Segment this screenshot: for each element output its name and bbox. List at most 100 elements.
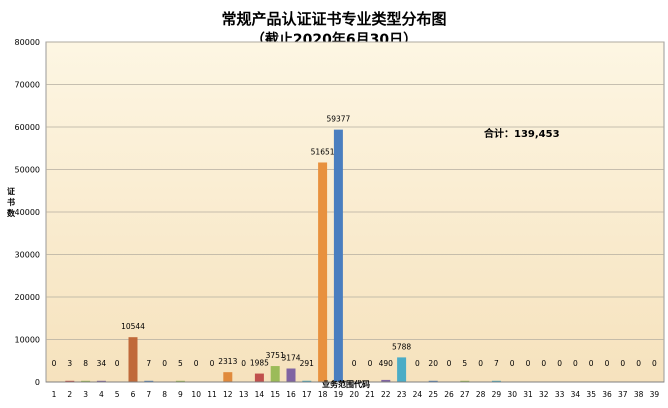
y-tick-label: 0 bbox=[35, 378, 40, 387]
x-tick-label-17: 17 bbox=[302, 390, 312, 399]
x-tick-label-8: 8 bbox=[162, 390, 167, 399]
x-tick-label-38: 38 bbox=[634, 390, 644, 399]
data-label-18: 51651 bbox=[311, 147, 335, 156]
data-label-19: 59377 bbox=[326, 115, 350, 124]
y-tick-label: 10000 bbox=[15, 336, 40, 345]
x-tick-label-7: 7 bbox=[146, 390, 151, 399]
x-tick-label-14: 14 bbox=[255, 390, 265, 399]
data-label-28: 0 bbox=[478, 359, 483, 368]
data-label-7: 7 bbox=[146, 359, 151, 368]
bar-17 bbox=[302, 380, 312, 382]
x-tick-label-19: 19 bbox=[334, 390, 344, 399]
y-tick-label: 50000 bbox=[15, 166, 40, 175]
data-label-4: 34 bbox=[97, 359, 107, 368]
x-tick-label-12: 12 bbox=[223, 390, 233, 399]
bar-23 bbox=[397, 357, 407, 382]
x-tick-label-23: 23 bbox=[397, 390, 407, 399]
x-axis-ticks: 1 2 3 4 5 6 7 8 9 10 11 12 13 14 15 16 17 18 19 20 21 22 23 24 2… bbox=[52, 390, 660, 399]
data-label-36: 0 bbox=[605, 359, 610, 368]
y-tick-label: 60000 bbox=[15, 123, 40, 132]
x-tick-label-26: 26 bbox=[444, 390, 454, 399]
bars bbox=[65, 129, 501, 382]
bar-22 bbox=[381, 379, 391, 382]
gridlines bbox=[46, 41, 664, 340]
x-tick-label-32: 32 bbox=[539, 390, 549, 399]
data-label-15: 3751 bbox=[266, 351, 285, 360]
svg-text:证书数: 证书数 bbox=[7, 186, 16, 218]
data-label-33: 0 bbox=[557, 359, 562, 368]
x-tick-label-31: 31 bbox=[523, 390, 533, 399]
data-label-14: 1985 bbox=[250, 359, 269, 368]
data-label-2: 3 bbox=[67, 359, 72, 368]
data-label-38: 0 bbox=[636, 359, 641, 368]
data-label-37: 0 bbox=[620, 359, 625, 368]
x-tick-label-29: 29 bbox=[492, 390, 502, 399]
x-tick-label-3: 3 bbox=[83, 390, 88, 399]
x-tick-label-27: 27 bbox=[460, 390, 470, 399]
data-label-21: 0 bbox=[368, 359, 373, 368]
x-tick-label-11: 11 bbox=[207, 390, 217, 399]
x-tick-label-33: 33 bbox=[555, 390, 565, 399]
data-label-23: 5788 bbox=[392, 342, 411, 351]
x-tick-label-36: 36 bbox=[602, 390, 612, 399]
data-label-34: 0 bbox=[573, 359, 578, 368]
x-tick-label-9: 9 bbox=[178, 390, 183, 399]
data-label-20: 0 bbox=[352, 359, 357, 368]
x-tick-label-21: 21 bbox=[365, 390, 375, 399]
x-tick-label-6: 6 bbox=[131, 390, 136, 399]
bar-7 bbox=[144, 380, 154, 382]
bar-4 bbox=[96, 380, 106, 382]
data-label-10: 0 bbox=[194, 359, 199, 368]
bar-29 bbox=[491, 380, 501, 382]
data-label-29: 7 bbox=[494, 359, 499, 368]
x-tick-label-28: 28 bbox=[476, 390, 486, 399]
bar-9 bbox=[175, 380, 185, 382]
data-label-6: 10544 bbox=[121, 322, 145, 331]
data-label-26: 0 bbox=[447, 359, 452, 368]
data-label-5: 0 bbox=[115, 359, 120, 368]
x-tick-label-25: 25 bbox=[428, 390, 438, 399]
y-tick-label: 30000 bbox=[15, 251, 40, 260]
x-tick-label-15: 15 bbox=[270, 390, 280, 399]
data-label-25: 20 bbox=[428, 359, 438, 368]
y-tick-label: 40000 bbox=[15, 208, 40, 217]
x-tick-label-4: 4 bbox=[99, 390, 104, 399]
x-tick-label-16: 16 bbox=[286, 390, 296, 399]
data-label-17: 291 bbox=[300, 359, 315, 368]
y-axis-title: 证书数 bbox=[7, 186, 16, 218]
data-label-35: 0 bbox=[589, 359, 594, 368]
x-tick-label-13: 13 bbox=[239, 390, 249, 399]
x-tick-label-39: 39 bbox=[650, 390, 660, 399]
bar-15 bbox=[270, 366, 280, 382]
data-label-22: 490 bbox=[379, 359, 394, 368]
x-tick-label-24: 24 bbox=[413, 390, 423, 399]
y-tick-label: 70000 bbox=[15, 81, 40, 90]
data-label-24: 0 bbox=[415, 359, 420, 368]
bar-25 bbox=[428, 380, 438, 382]
x-tick-label-10: 10 bbox=[191, 390, 201, 399]
data-label-9: 5 bbox=[178, 359, 183, 368]
bar-16 bbox=[286, 368, 296, 382]
x-tick-label-35: 35 bbox=[586, 390, 596, 399]
data-label-11: 0 bbox=[210, 359, 215, 368]
y-axis-ticks: 0 10000 20000 30000 40000 50000 60000 70000 8000… bbox=[15, 38, 40, 387]
x-tick-label-5: 5 bbox=[115, 390, 120, 399]
y-tick-label: 20000 bbox=[15, 293, 40, 302]
data-label-39: 0 bbox=[652, 359, 657, 368]
data-label-3: 8 bbox=[83, 359, 88, 368]
data-label-16: 3174 bbox=[281, 354, 300, 363]
data-label-8: 0 bbox=[162, 359, 167, 368]
total-annotation: 合计：139,453 bbox=[483, 127, 560, 140]
x-tick-label-20: 20 bbox=[349, 390, 359, 399]
bar-3 bbox=[81, 380, 91, 382]
bar-14 bbox=[254, 373, 264, 382]
data-label-30: 0 bbox=[510, 359, 515, 368]
bar-27 bbox=[460, 380, 470, 382]
bar-2 bbox=[65, 380, 75, 382]
data-label-32: 0 bbox=[541, 359, 546, 368]
x-tick-label-18: 18 bbox=[318, 390, 328, 399]
data-label-31: 0 bbox=[526, 359, 531, 368]
data-label-12: 2313 bbox=[218, 357, 237, 366]
